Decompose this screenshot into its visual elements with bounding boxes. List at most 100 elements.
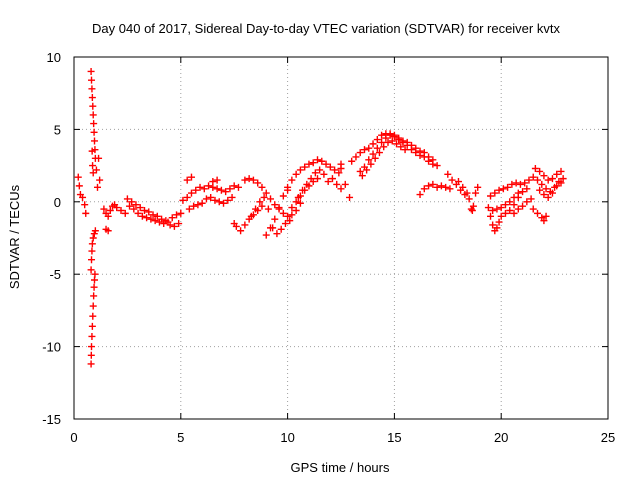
data-point bbox=[341, 180, 349, 188]
data-point bbox=[275, 204, 283, 212]
data-point bbox=[89, 111, 97, 119]
data-point bbox=[360, 163, 368, 171]
data-point bbox=[367, 160, 375, 168]
data-point bbox=[506, 198, 514, 206]
data-point bbox=[448, 176, 456, 184]
data-point bbox=[91, 270, 99, 278]
data-point bbox=[104, 212, 112, 220]
data-point bbox=[158, 215, 166, 223]
data-point bbox=[534, 209, 542, 217]
data-point bbox=[207, 193, 215, 201]
data-point bbox=[89, 312, 97, 320]
data-point bbox=[512, 179, 520, 187]
data-point bbox=[262, 231, 270, 239]
data-point bbox=[296, 192, 304, 200]
data-point bbox=[548, 175, 556, 183]
data-point bbox=[534, 176, 542, 184]
data-point bbox=[326, 163, 334, 171]
data-point bbox=[538, 180, 546, 188]
data-point bbox=[544, 176, 552, 184]
data-point bbox=[489, 206, 497, 214]
data-point bbox=[433, 183, 441, 191]
data-point bbox=[91, 227, 99, 235]
data-points bbox=[74, 67, 567, 368]
data-point bbox=[497, 212, 505, 220]
data-point bbox=[288, 176, 296, 184]
data-point bbox=[386, 130, 394, 138]
data-point bbox=[187, 173, 195, 181]
data-point bbox=[279, 192, 287, 200]
data-point bbox=[254, 179, 262, 187]
data-point bbox=[365, 144, 373, 152]
data-point bbox=[378, 138, 386, 146]
data-point bbox=[510, 193, 518, 201]
data-point bbox=[260, 193, 268, 201]
data-point bbox=[318, 157, 326, 165]
data-point bbox=[138, 212, 146, 220]
data-point bbox=[371, 154, 379, 162]
data-point bbox=[87, 67, 95, 75]
data-point bbox=[177, 209, 185, 217]
data-point bbox=[337, 160, 345, 168]
data-point bbox=[420, 149, 428, 157]
data-point bbox=[333, 180, 341, 188]
data-point bbox=[213, 176, 221, 184]
data-point bbox=[91, 137, 99, 145]
data-point bbox=[143, 214, 151, 222]
data-point bbox=[437, 182, 445, 190]
data-point bbox=[136, 204, 144, 212]
data-point bbox=[183, 176, 191, 184]
data-point bbox=[123, 195, 131, 203]
data-point bbox=[140, 206, 148, 214]
data-point bbox=[542, 185, 550, 193]
data-point bbox=[256, 198, 264, 206]
data-point bbox=[442, 183, 450, 191]
data-point bbox=[491, 189, 499, 197]
data-point bbox=[382, 134, 390, 142]
data-point bbox=[87, 266, 95, 274]
data-point bbox=[335, 169, 343, 177]
data-point bbox=[271, 215, 279, 223]
data-point bbox=[474, 183, 482, 191]
data-point bbox=[499, 185, 507, 193]
data-point bbox=[548, 189, 556, 197]
data-point bbox=[237, 227, 245, 235]
data-point bbox=[104, 227, 112, 235]
data-point bbox=[508, 180, 516, 188]
data-point bbox=[220, 199, 228, 207]
data-point bbox=[540, 217, 548, 225]
data-point bbox=[264, 205, 272, 213]
data-point bbox=[286, 217, 294, 225]
data-point bbox=[88, 240, 96, 248]
data-point bbox=[234, 183, 242, 191]
data-point bbox=[296, 166, 304, 174]
data-point bbox=[495, 186, 503, 194]
data-point bbox=[288, 211, 296, 219]
y-tick-label: -15 bbox=[42, 412, 61, 427]
data-point bbox=[559, 175, 567, 183]
data-point bbox=[301, 163, 309, 171]
chart-title: Day 040 of 2017, Sidereal Day-to-day VTE… bbox=[92, 21, 560, 36]
data-point bbox=[328, 175, 336, 183]
data-point bbox=[106, 206, 114, 214]
data-point bbox=[454, 178, 462, 186]
data-point bbox=[88, 76, 96, 84]
data-point bbox=[166, 221, 174, 229]
data-point bbox=[211, 196, 219, 204]
data-point bbox=[262, 189, 270, 197]
data-point bbox=[358, 172, 366, 180]
data-point bbox=[88, 94, 96, 102]
data-point bbox=[311, 169, 319, 177]
data-point bbox=[369, 140, 377, 148]
data-point bbox=[128, 198, 136, 206]
data-point bbox=[365, 156, 373, 164]
x-tick-label: 5 bbox=[177, 430, 184, 445]
data-point bbox=[258, 183, 266, 191]
data-point bbox=[93, 183, 101, 191]
data-point bbox=[519, 188, 527, 196]
data-point bbox=[134, 209, 142, 217]
data-point bbox=[202, 195, 210, 203]
data-point bbox=[468, 206, 476, 214]
y-tick-label: -10 bbox=[42, 340, 61, 355]
data-point bbox=[531, 164, 539, 172]
